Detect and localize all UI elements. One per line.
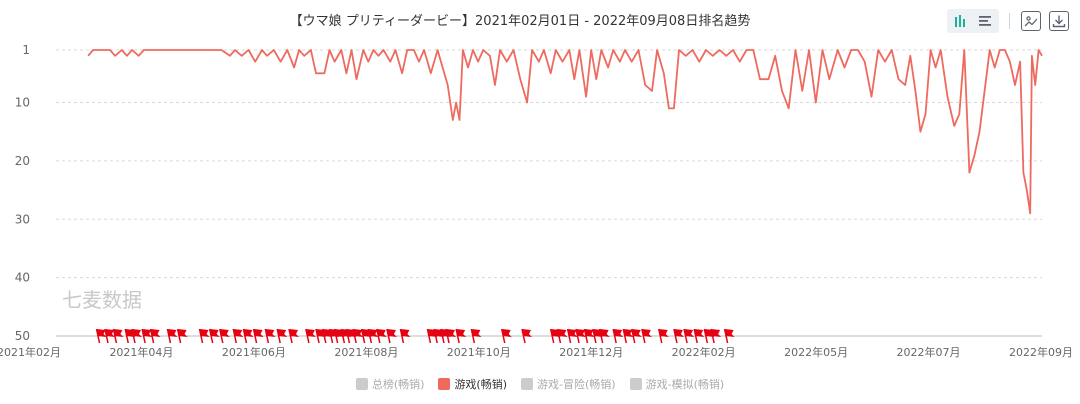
- event-flag-marker[interactable]: [399, 328, 411, 344]
- toolbar-divider: [1009, 13, 1010, 29]
- x-tick-label: 2022年07月: [897, 345, 961, 359]
- chart-toolbar: [947, 8, 1070, 34]
- event-flag-marker[interactable]: [95, 328, 107, 344]
- event-flag-marker[interactable]: [232, 328, 244, 344]
- download-icon[interactable]: [1048, 10, 1070, 32]
- event-flag-marker[interactable]: [500, 328, 512, 344]
- y-tick-label: 10: [15, 96, 30, 110]
- event-flag-marker[interactable]: [612, 328, 624, 344]
- event-flag-marker[interactable]: [386, 328, 397, 344]
- event-flag-marker[interactable]: [658, 328, 669, 344]
- event-flag-marker[interactable]: [710, 328, 722, 344]
- legend-label: 游戏(畅销): [454, 378, 508, 391]
- x-tick-label: 2021年12月: [559, 345, 623, 359]
- event-flag-marker[interactable]: [104, 328, 115, 344]
- legend-swatch: [521, 378, 534, 390]
- event-flag-marker[interactable]: [445, 328, 457, 344]
- x-tick-label: 2022年02月: [672, 345, 736, 359]
- watermark: 七麦数据: [62, 288, 142, 312]
- x-tick-label: 2021年04月: [109, 345, 173, 359]
- y-tick-label: 40: [15, 271, 30, 285]
- x-tick-label: 2022年05月: [784, 345, 848, 359]
- event-flag-marker[interactable]: [166, 328, 178, 344]
- legend-label: 总榜(畅销): [371, 378, 425, 391]
- event-flag-marker[interactable]: [455, 328, 467, 344]
- event-flag-marker[interactable]: [521, 328, 532, 344]
- event-flag-marker[interactable]: [131, 328, 142, 344]
- view-toggle: [947, 9, 999, 33]
- event-flag-marker[interactable]: [630, 328, 642, 344]
- event-flag-marker[interactable]: [141, 328, 153, 344]
- event-flag-marker[interactable]: [693, 328, 705, 344]
- event-flag-marker[interactable]: [288, 328, 299, 344]
- event-flag-marker[interactable]: [112, 328, 124, 344]
- event-flag-marker[interactable]: [575, 328, 587, 344]
- event-flag-marker[interactable]: [641, 328, 652, 344]
- x-tick-label: 2021年08月: [334, 345, 398, 359]
- list-icon[interactable]: [974, 10, 996, 32]
- event-flag-marker[interactable]: [376, 328, 387, 344]
- event-flag-marker[interactable]: [264, 328, 276, 344]
- event-flag-marker[interactable]: [276, 328, 288, 344]
- event-flag-marker[interactable]: [723, 328, 735, 344]
- rank-trend-chart: 1 10 20 30 40 50 2021年02月 2021年04月 2021年06月 2021年…: [0, 43, 1073, 359]
- event-flag-marker[interactable]: [556, 328, 568, 344]
- event-flag-marker[interactable]: [673, 328, 684, 344]
- x-tick-label: 2021年02月: [0, 345, 61, 359]
- event-flag-marker[interactable]: [683, 328, 695, 344]
- event-flag-marker[interactable]: [470, 328, 482, 344]
- event-flag-marker[interactable]: [305, 328, 316, 344]
- event-flag-marker[interactable]: [242, 328, 254, 344]
- legend-item[interactable]: 游戏-模拟(畅销): [629, 376, 725, 392]
- y-tick-label: 50: [15, 329, 30, 343]
- y-tick-label: 1: [22, 43, 30, 57]
- legend-swatch: [438, 378, 451, 390]
- legend-label: 游戏-模拟(畅销): [645, 378, 725, 391]
- event-flag-marker[interactable]: [352, 328, 364, 344]
- event-flag-marker[interactable]: [367, 328, 379, 344]
- legend-swatch: [355, 378, 368, 390]
- series-line: [87, 49, 1043, 215]
- y-tick-label: 30: [15, 212, 30, 226]
- bar-chart-icon[interactable]: [950, 10, 972, 32]
- chart-title: 【ウマ娘 プリティーダービー】2021年02月01日 - 2022年09月08日…: [289, 14, 751, 29]
- x-tick-label: 2022年09月: [1009, 345, 1073, 359]
- y-tick-label: 20: [15, 154, 30, 168]
- event-flag-marker[interactable]: [622, 328, 634, 344]
- event-flag-marker[interactable]: [198, 328, 210, 344]
- event-flag-marker[interactable]: [219, 328, 230, 344]
- event-flag-marker[interactable]: [598, 328, 610, 344]
- legend-swatch: [629, 378, 642, 390]
- event-flag-marker[interactable]: [149, 328, 161, 344]
- event-flag-marker[interactable]: [252, 328, 264, 344]
- legend-label: 游戏-冒险(畅销): [537, 378, 616, 391]
- image-icon[interactable]: [1020, 10, 1042, 32]
- chart-legend: 总榜(畅销) 游戏(畅销) 游戏-冒险(畅销) 游戏-模拟(畅销): [0, 376, 1080, 392]
- event-flag-marker[interactable]: [583, 328, 595, 344]
- legend-item[interactable]: 游戏-冒险(畅销): [521, 376, 616, 392]
- legend-item[interactable]: 总榜(畅销): [355, 376, 425, 392]
- event-flag-marker[interactable]: [566, 328, 578, 344]
- legend-item[interactable]: 游戏(畅销): [438, 376, 507, 392]
- event-flag-marker[interactable]: [176, 328, 188, 344]
- event-flag-marker[interactable]: [208, 328, 220, 344]
- x-tick-label: 2021年10月: [447, 345, 511, 359]
- x-tick-label: 2021年06月: [222, 345, 286, 359]
